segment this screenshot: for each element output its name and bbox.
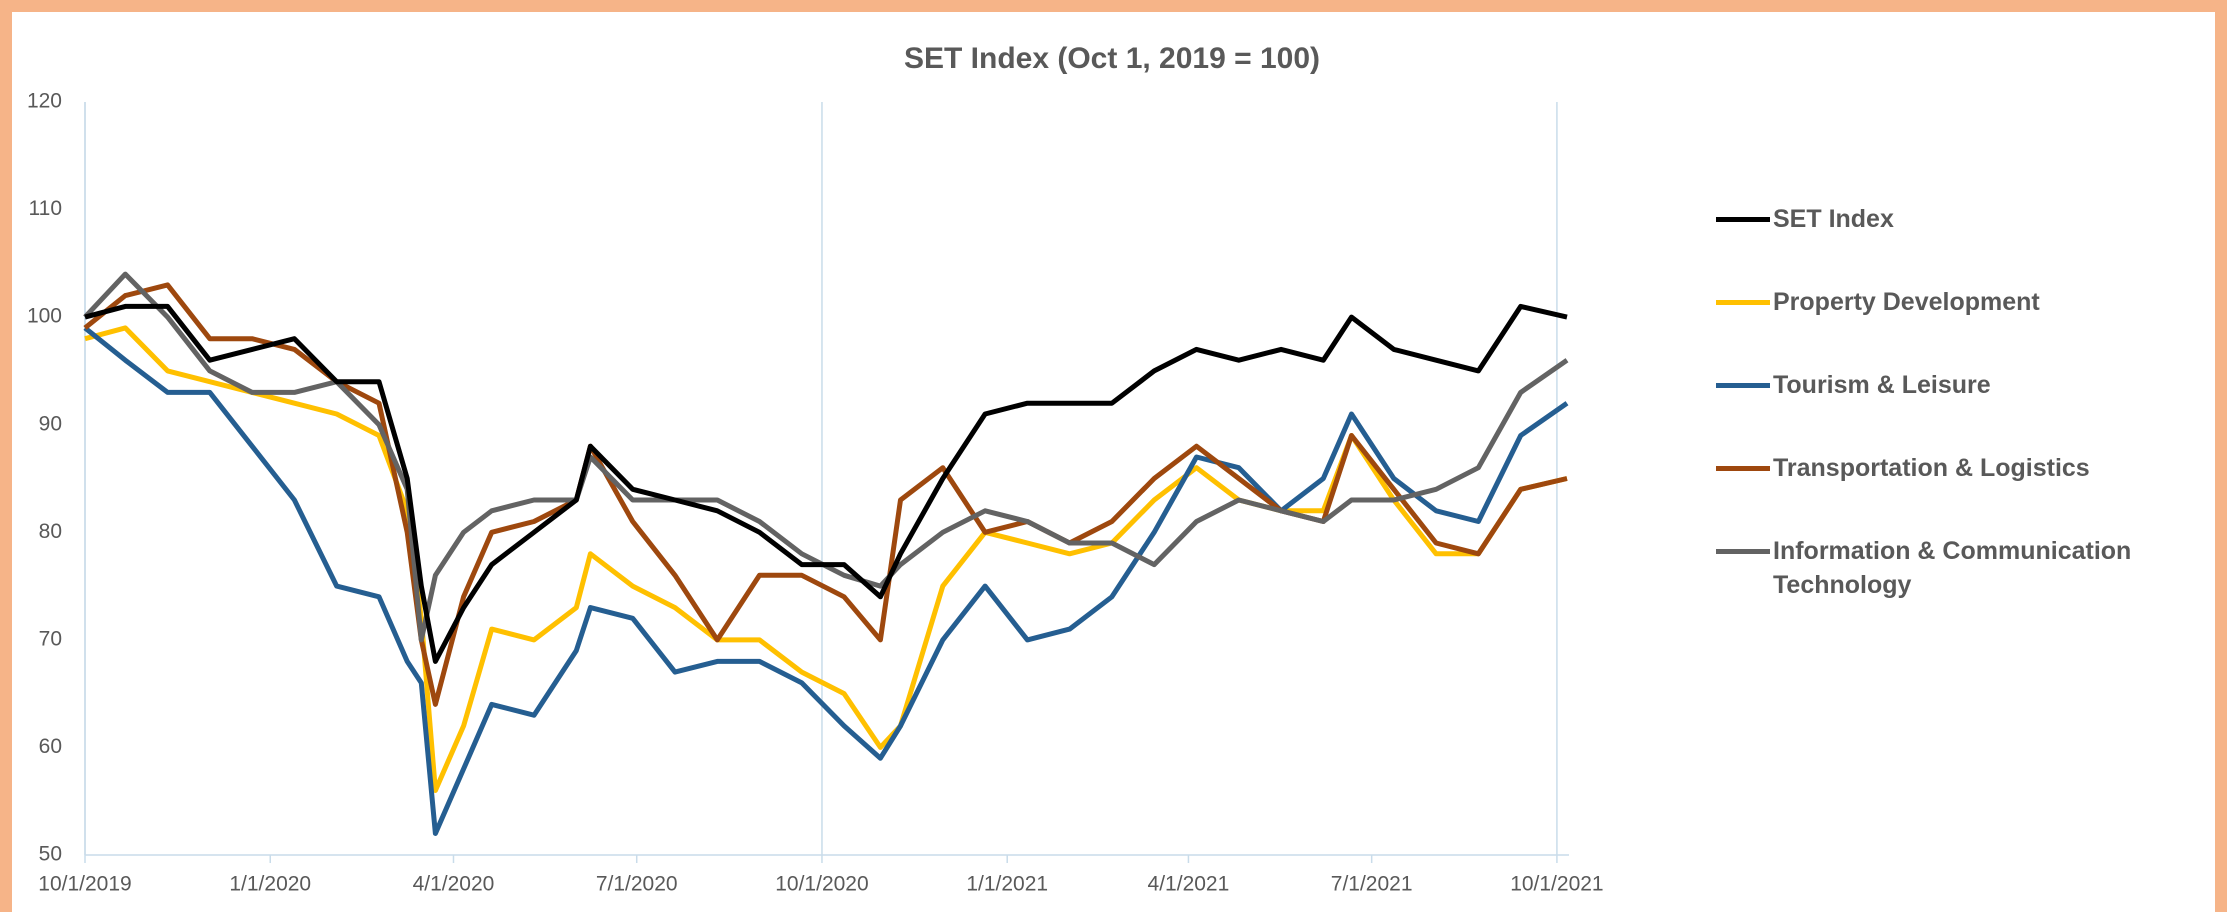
- legend-label: Information & Communication Technology: [1773, 537, 2132, 599]
- y-tick-label: 80: [39, 520, 62, 543]
- x-tick-label: 4/1/2021: [1148, 873, 1230, 896]
- y-tick-label: 50: [39, 843, 62, 866]
- x-tick-label: 10/1/2021: [1510, 873, 1603, 896]
- series-line: [83, 282, 1568, 707]
- x-tick-label: 1/1/2021: [966, 873, 1048, 896]
- legend-swatch: [1716, 549, 1770, 554]
- legend: SET Index Property Development Tourism & L…: [1716, 198, 2156, 613]
- legend-label: SET Index: [1773, 205, 1894, 233]
- legend-entry: Transportation & Logistics: [1716, 447, 2156, 530]
- chart-title: SET Index (Oct 1, 2019 = 100): [904, 42, 1320, 75]
- chart: SET Index (Oct 1, 2019 = 100) 50 60 70 80 90…: [27, 42, 1604, 896]
- legend-swatch: [1716, 217, 1770, 222]
- y-tick-label: 70: [39, 627, 62, 650]
- legend-label: Property Development: [1773, 288, 2040, 316]
- legend-entry: SET Index: [1716, 198, 2156, 281]
- x-tick-label: 10/1/2019: [38, 873, 131, 896]
- legend-entry: Property Development: [1716, 281, 2156, 364]
- legend-label: Transportation & Logistics: [1773, 454, 2090, 482]
- series-line: [84, 303, 1568, 664]
- legend-label: Tourism & Leisure: [1773, 371, 1991, 399]
- legend-swatch: [1716, 300, 1770, 305]
- series-line: [84, 325, 1568, 793]
- legend-swatch: [1716, 383, 1770, 388]
- legend-swatch: [1716, 466, 1770, 471]
- series-line: [83, 271, 1569, 643]
- y-tick-label: 110: [29, 197, 62, 220]
- series-line: [83, 325, 1569, 836]
- x-tick-label: 7/1/2021: [1331, 873, 1413, 896]
- y-tick-label: 60: [39, 735, 62, 758]
- legend-entry: Information & Communication Technology: [1716, 530, 2156, 613]
- y-tick-label: 120: [27, 90, 62, 113]
- x-tick-label: 7/1/2020: [596, 873, 678, 896]
- x-tick-label: 10/1/2020: [775, 873, 868, 896]
- y-tick-label: 90: [39, 412, 62, 435]
- y-tick-label: 100: [27, 305, 62, 328]
- x-tick-label: 4/1/2020: [413, 873, 495, 896]
- x-tick-label: 1/1/2020: [229, 873, 311, 896]
- legend-entry: Tourism & Leisure: [1716, 364, 2156, 447]
